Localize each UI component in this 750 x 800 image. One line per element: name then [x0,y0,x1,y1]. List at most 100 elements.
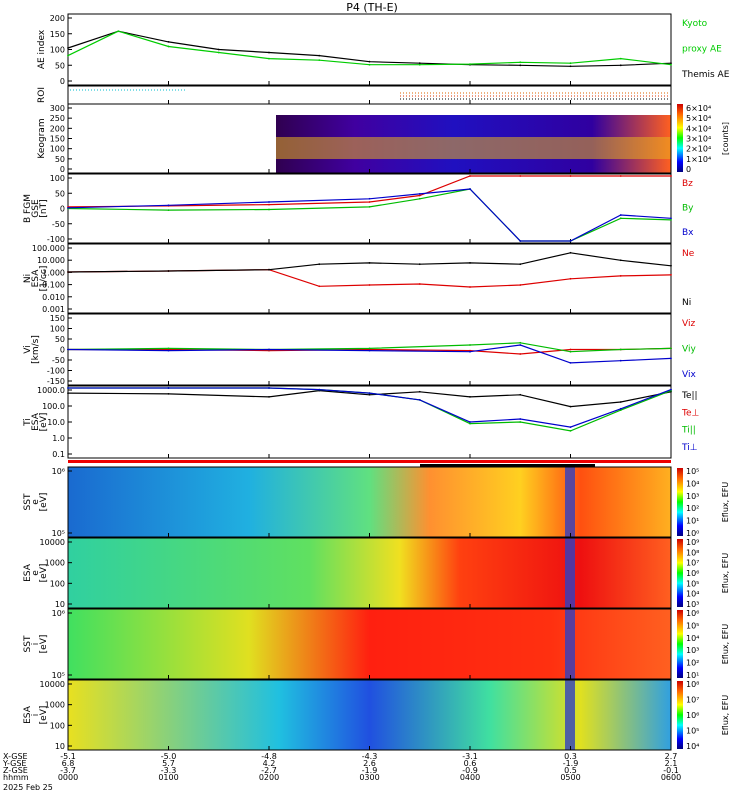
y-tick-label: 10⁶ [52,467,65,476]
colorbar-tick-label: 4×10⁴ [686,124,711,133]
footer-row-label: Z-GSE [3,766,28,775]
y-axis-label: [eV] [39,493,49,512]
colorbar-tick-label: 10⁶ [686,609,699,618]
data-point [519,344,522,346]
legend-entry: Te|| [681,391,698,401]
y-tick-label: 10.000 [37,256,65,265]
colorbar-tick-label: 2×10⁴ [686,145,711,154]
footer-tick-value: -0.1 [663,766,679,775]
y-tick-label: 50 [55,335,65,344]
data-point [619,348,622,351]
data-point [569,426,572,429]
data-point [67,47,69,49]
colorbar-tick-label: 10⁶ [686,569,699,578]
colorbar-tick-label: 10⁴ [686,634,699,643]
data-point [268,203,270,206]
sst-e-spectrogram [68,467,671,537]
data-point [268,395,270,398]
y-axis-label: SST [23,493,33,510]
data-point [418,263,421,266]
data-point [670,347,672,350]
y-axis-label: Keogram [37,118,47,158]
data-point [469,286,471,288]
data-point [569,362,572,364]
colorbar-tick-label: 10⁵ [686,727,699,736]
data-point [670,264,672,267]
colorbar-tick-label: 10⁴ [686,742,699,751]
y-tick-label: 250 [50,114,65,123]
data-point [418,63,421,66]
y-tick-label: -50 [52,356,65,365]
series-line [67,175,671,208]
data-point [418,390,421,393]
colorbar-tick-label: 10⁷ [686,696,699,705]
y-tick-label: 1000 [45,559,65,568]
y-axis-label: ESA [23,563,33,582]
footer-tick-value: 0.5 [564,766,577,775]
y-axis-label: [eV] [39,635,49,654]
data-point [569,350,572,353]
data-point [368,197,371,200]
data-point [268,348,270,351]
y-tick-label: 200 [50,124,65,133]
y-axis-label: [km/s] [31,335,41,364]
colorbar-label: [counts] [721,122,730,155]
data-point [519,341,522,344]
esa-i-spectrogram [68,680,671,750]
data-point [418,398,421,401]
footer-tick-value: 0000 [58,773,78,782]
data-point [569,277,572,280]
data-point [569,65,572,68]
esa-e-colorbar [677,539,683,607]
data-point [368,262,371,264]
colorbar-label: Eflux, EFU [721,624,730,665]
colorbar-tick-label: 6×10⁴ [686,104,711,113]
colorbar-tick-label: 10¹ [686,671,699,680]
y-tick-label: -50 [52,220,65,229]
colorbar-tick-label: 10⁹ [686,538,699,547]
data-point [469,395,471,398]
y-tick-label: 100 [50,46,65,55]
footer-tick-value: -4.3 [362,752,378,761]
y-tick-label: 100 [50,325,65,334]
data-point [418,62,421,65]
y-tick-label: -100 [47,367,65,376]
data-point [619,401,622,403]
footer-tick-value: -4.8 [261,752,277,761]
data-point [368,349,371,352]
legend-entry: Ti⊥ [681,443,698,453]
footer-row-label: X-GSE [3,752,28,761]
data-point [368,392,371,395]
data-point [217,51,220,54]
data-point [368,393,371,396]
footer-row-label: hhmm [3,773,29,782]
sst-i-spectrogram [68,609,671,679]
y-tick-label: 100 [50,579,65,588]
data-point [117,30,120,33]
colorbar-tick-label: 10⁵ [686,621,699,630]
data-point [619,259,622,262]
y-axis-label: e [31,499,41,505]
data-point [670,217,672,220]
data-point [619,275,622,277]
data-point [268,268,270,271]
footer-tick-value: 0.6 [464,759,477,768]
y-tick-label: 50 [55,189,65,198]
data-point [418,192,421,195]
colorbar-tick-label: 10⁵ [686,467,699,476]
y-tick-label: 150 [50,314,65,323]
colorbar-label: Eflux, EFU [721,695,730,736]
data-point [368,201,371,203]
footer-tick-value: -5.1 [60,752,76,761]
legend-entry: Te⊥ [681,408,700,418]
data-point [67,206,69,209]
y-axis-label: Ni [23,274,33,283]
data-point [519,64,522,67]
y-tick-label: 100 [50,174,65,183]
data-point [67,54,69,57]
y-tick-label: -100 [47,235,65,244]
data-point [167,270,170,272]
y-tick-label: 100.0 [42,402,65,411]
colorbar-tick-label: 10³ [686,600,699,609]
